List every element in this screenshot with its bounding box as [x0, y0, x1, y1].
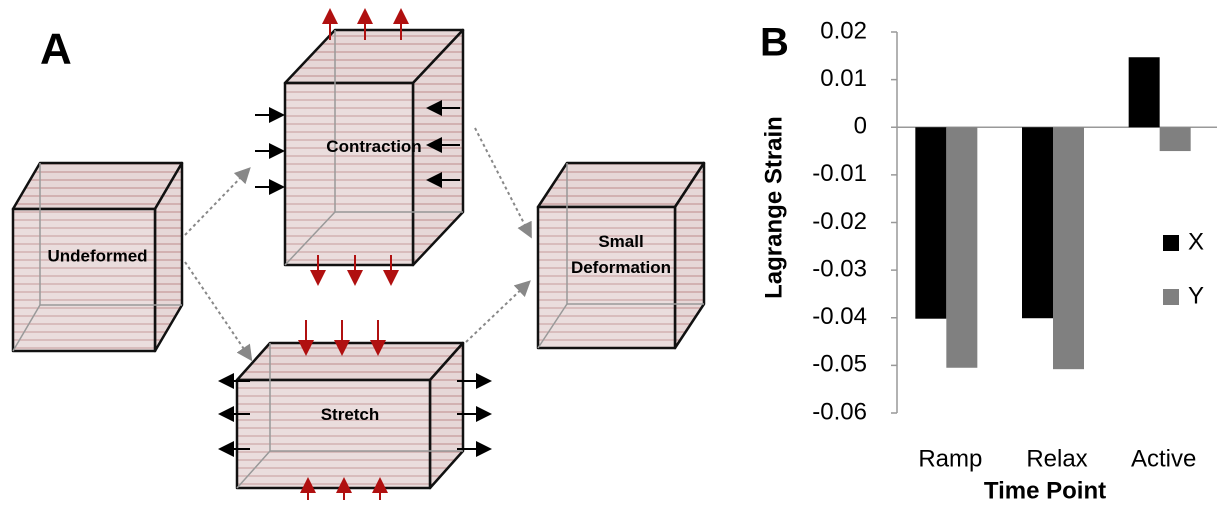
- legend-label: Y: [1188, 282, 1204, 309]
- bar: [1053, 127, 1084, 369]
- y-tick-label: 0.02: [820, 17, 867, 44]
- cube-front: [13, 209, 155, 351]
- y-tick-label: -0.06: [812, 398, 867, 425]
- legend-swatch: [1163, 289, 1179, 305]
- node-label: Deformation: [571, 258, 671, 277]
- y-tick-label: -0.02: [812, 208, 867, 235]
- node-label: Stretch: [321, 405, 380, 424]
- legend-label: X: [1188, 228, 1204, 255]
- cube-front: [237, 380, 430, 488]
- arrow: [185, 170, 248, 235]
- y-tick-label: -0.01: [812, 160, 867, 187]
- figure: A B Undeformed Contraction Stretch Small Def…: [0, 0, 1217, 507]
- bar: [915, 127, 946, 318]
- x-axis-title: Time Point: [984, 477, 1106, 504]
- panel-label: A: [40, 25, 72, 74]
- cube-top: [237, 343, 463, 380]
- arrow: [466, 283, 528, 342]
- bar: [1160, 127, 1191, 151]
- x-tick-label: Active: [1131, 445, 1196, 472]
- cube-top: [13, 163, 182, 209]
- cube: Contraction: [285, 30, 463, 265]
- arrow: [475, 128, 530, 235]
- cube-front: [285, 83, 413, 265]
- panel-label: B: [760, 21, 789, 65]
- y-tick-label: -0.03: [812, 255, 867, 282]
- y-tick-label: -0.04: [812, 303, 867, 330]
- y-tick-label: 0: [854, 113, 867, 140]
- bar: [946, 127, 977, 368]
- node-label: Undeformed: [47, 246, 147, 265]
- cube: Undeformed: [13, 163, 182, 351]
- y-tick-label: 0.01: [820, 65, 867, 92]
- x-tick-label: Relax: [1026, 445, 1087, 472]
- cube-front: [538, 207, 675, 348]
- x-tick-label: Ramp: [918, 445, 982, 472]
- y-axis-title: Lagrange Strain: [760, 116, 787, 299]
- bar: [1022, 127, 1053, 318]
- arrow: [185, 262, 250, 358]
- legend-swatch: [1163, 235, 1179, 251]
- cube: Stretch: [237, 343, 463, 488]
- diagram: Undeformed Contraction Stretch Small Deforma…: [13, 12, 704, 500]
- node-label: Small: [598, 232, 643, 251]
- chart: -0.06 -0.05 -0.04 -0.03 -0.02 -0.01 0 0.01 0.02 R…: [760, 17, 1217, 504]
- bar: [1129, 57, 1160, 127]
- y-tick-label: -0.05: [812, 351, 867, 378]
- node-label: Contraction: [326, 137, 421, 156]
- cube: Small Deformation: [538, 163, 704, 348]
